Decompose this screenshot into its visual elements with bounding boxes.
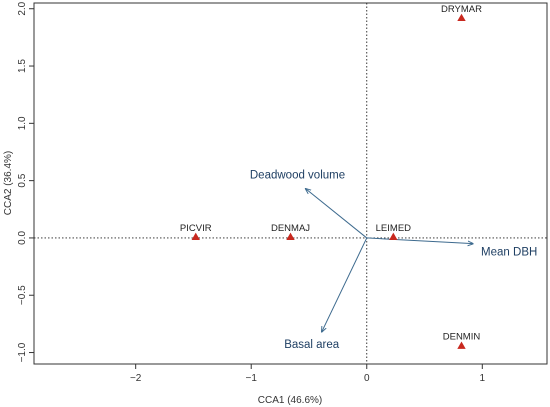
vector-arrow [306,189,368,239]
x-tick-label: −2 [130,373,142,384]
x-tick-label: 1 [480,373,486,384]
vector-arrow [366,237,473,244]
y-tick-label: 0.0 [17,231,28,245]
y-tick-label: 1.0 [17,116,28,130]
vector-label: Basal area [284,339,340,351]
y-tick-label: 2.0 [17,1,28,15]
x-axis: −2 −1 0 1 [130,364,486,384]
species-marker [389,232,398,240]
x-tick-label: −1 [246,373,258,384]
environmental-vectors: Deadwood volume Mean DBH Basal area [250,170,537,351]
species-label: DENMIN [443,332,481,343]
vector-label: Mean DBH [481,247,537,259]
y-tick-label: −0.5 [17,285,28,305]
plot-frame [33,2,548,365]
species-label: LEIMED [376,223,412,234]
species-points: DRYMAR PICVIR DENMAJ LEIMED DENMIN [180,4,482,349]
species-marker [191,232,200,240]
x-axis-title: CCA1 (46.6%) [258,395,322,406]
y-axis: −1.0 −0.5 0.0 0.5 1.0 1.5 2.0 [17,1,34,362]
x-tick-label: 0 [364,373,370,384]
species-label: PICVIR [180,223,212,234]
vector-label: Deadwood volume [250,170,345,182]
species-marker [286,232,295,240]
species-marker [457,341,466,349]
reference-lines [34,3,547,364]
y-tick-label: 1.5 [17,59,28,73]
y-tick-label: −1.0 [17,342,28,362]
species-label: DRYMAR [441,4,482,15]
y-tick-label: 0.5 [17,173,28,187]
y-axis-title: CCA2 (36.4%) [3,151,14,215]
species-label: DENMAJ [271,223,310,234]
species-marker [457,13,466,22]
vector-arrow [322,237,368,332]
